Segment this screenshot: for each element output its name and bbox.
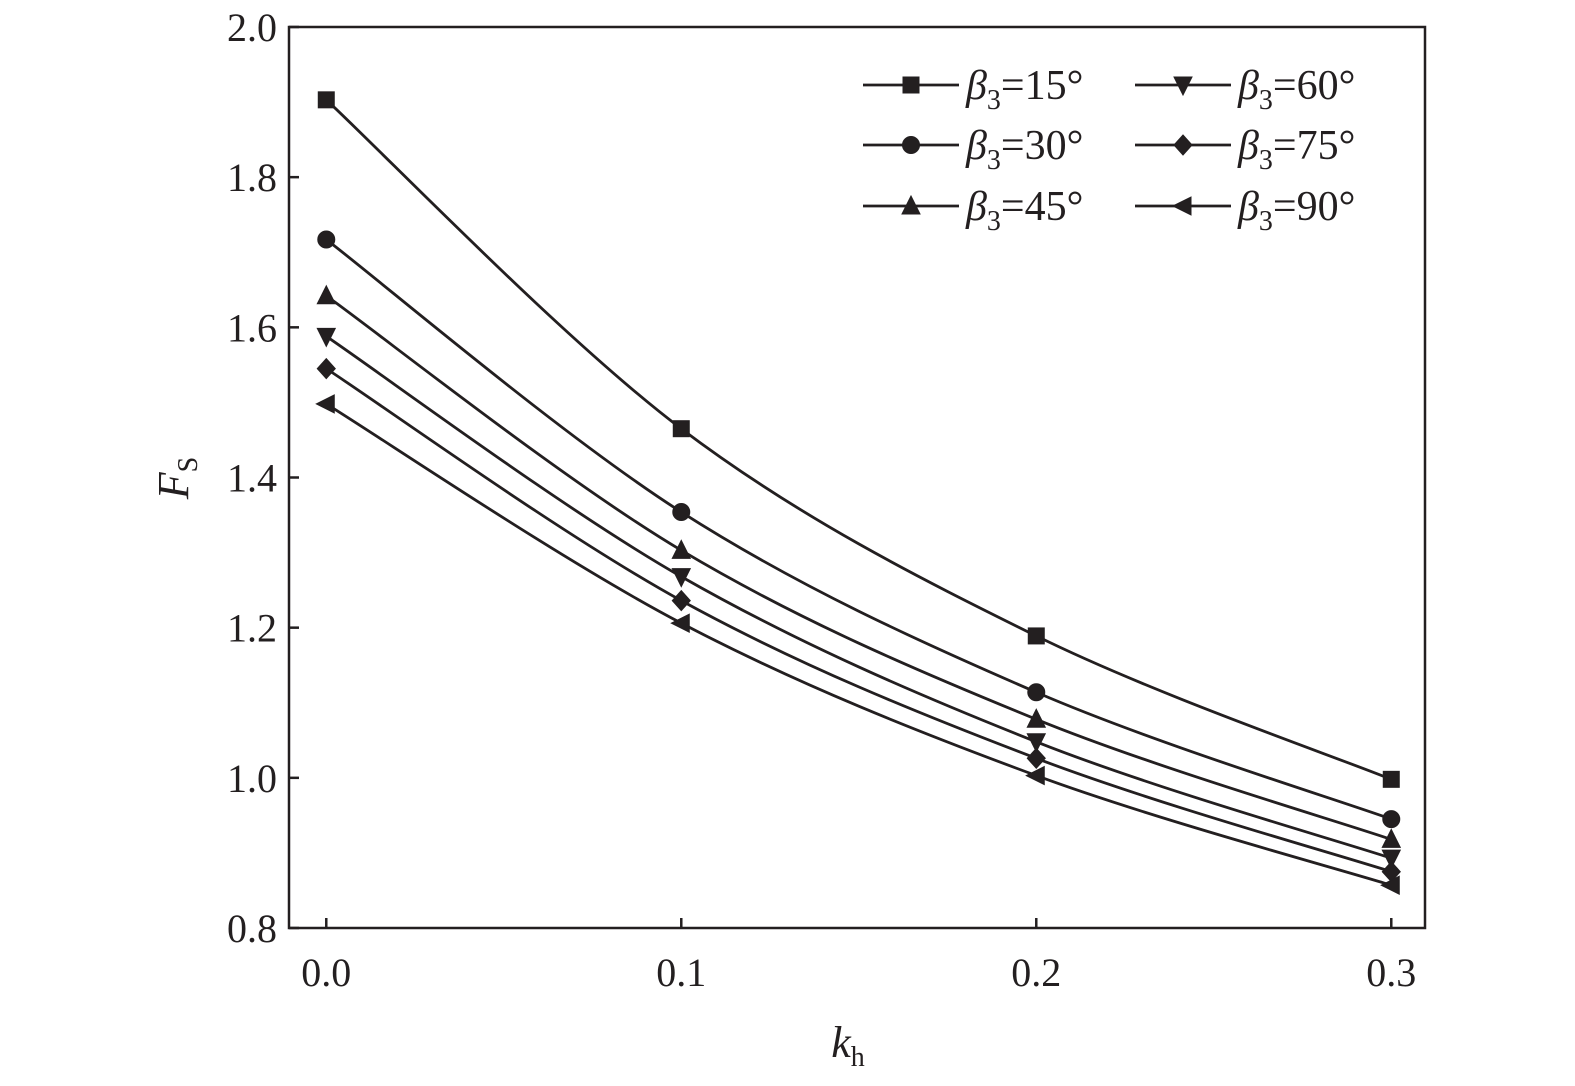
data-point-triangle-down xyxy=(671,568,692,588)
legend-marker-triangle-up xyxy=(901,194,921,215)
x-tick-label: 0.3 xyxy=(1366,950,1416,995)
series-line xyxy=(325,367,1392,874)
legend-item: β3=30° xyxy=(863,123,1083,176)
legend-label: β3=30° xyxy=(965,123,1083,176)
y-tick-label: 2.0 xyxy=(227,5,277,50)
legend-label: β3=75° xyxy=(1237,123,1355,176)
data-point-triangle-up xyxy=(671,539,692,559)
data-point-diamond xyxy=(671,589,691,612)
legend-marker-circle xyxy=(902,136,920,154)
y-tick-label: 1.4 xyxy=(227,456,277,501)
legend-item: β3=90° xyxy=(1135,184,1355,237)
series-line xyxy=(325,98,1392,781)
data-point-triangle-down xyxy=(316,327,337,348)
data-point-square xyxy=(672,420,690,438)
legend-item: β3=75° xyxy=(1135,123,1355,176)
y-axis-label: FS xyxy=(149,457,204,500)
data-point-triangle-down xyxy=(1026,733,1047,753)
data-point-diamond xyxy=(316,357,336,380)
data-point-triangle-up xyxy=(316,284,337,305)
legend-label: β3=90° xyxy=(1237,184,1355,237)
legend-item: β3=45° xyxy=(863,184,1083,237)
series-line xyxy=(325,294,1392,841)
y-tick-label: 1.2 xyxy=(227,606,277,651)
legend-item: β3=15° xyxy=(863,63,1083,116)
x-tick-label: 0.0 xyxy=(301,950,351,995)
data-point-triangle-up xyxy=(1381,828,1402,848)
series-line xyxy=(325,238,1392,821)
series-line xyxy=(325,402,1392,887)
data-point-triangle-down xyxy=(1381,849,1402,870)
data-point-triangle-left xyxy=(670,613,690,633)
data-point-circle xyxy=(1027,683,1046,702)
plot-lines xyxy=(325,98,1392,887)
series-line xyxy=(325,335,1392,860)
legend-label: β3=45° xyxy=(965,184,1083,237)
data-point-square xyxy=(1382,770,1400,788)
legend-marker-triangle-left xyxy=(1171,196,1192,216)
legend-label: β3=15° xyxy=(965,63,1083,116)
data-point-circle xyxy=(672,503,691,522)
data-point-square xyxy=(317,91,335,109)
y-tick-label: 0.8 xyxy=(227,906,277,951)
data-point-triangle-up xyxy=(1026,708,1047,728)
legend-item: β3=60° xyxy=(1135,63,1355,116)
axes: 0.8 1.0 1.2 1.4 1.6 1.8 2.0 0.0 0.1 0.2 0.3 xyxy=(227,5,1427,995)
legend-marker-square xyxy=(902,76,920,94)
plot-markers xyxy=(315,91,1402,896)
y-tick-label: 1.8 xyxy=(227,155,277,200)
legend: β3=15° β3=30° β3=45° β3=60° β3=75° β3=90° xyxy=(863,63,1355,237)
data-point-square xyxy=(1027,627,1045,645)
data-point-diamond xyxy=(1026,747,1046,770)
x-axis-label: kh xyxy=(831,1018,865,1073)
y-tick-label: 1.6 xyxy=(227,305,277,350)
legend-marker-triangle-down xyxy=(1173,76,1193,97)
data-point-triangle-left xyxy=(315,394,335,414)
x-tick-label: 0.2 xyxy=(1011,950,1061,995)
y-tick-label: 1.0 xyxy=(227,756,277,801)
legend-label: β3=60° xyxy=(1237,63,1355,116)
data-point-circle xyxy=(317,230,336,249)
x-tick-label: 0.1 xyxy=(656,950,706,995)
legend-marker-diamond xyxy=(1173,134,1193,156)
data-point-triangle-left xyxy=(1025,765,1045,786)
data-point-triangle-left xyxy=(1380,875,1400,896)
data-point-circle xyxy=(1382,810,1401,829)
